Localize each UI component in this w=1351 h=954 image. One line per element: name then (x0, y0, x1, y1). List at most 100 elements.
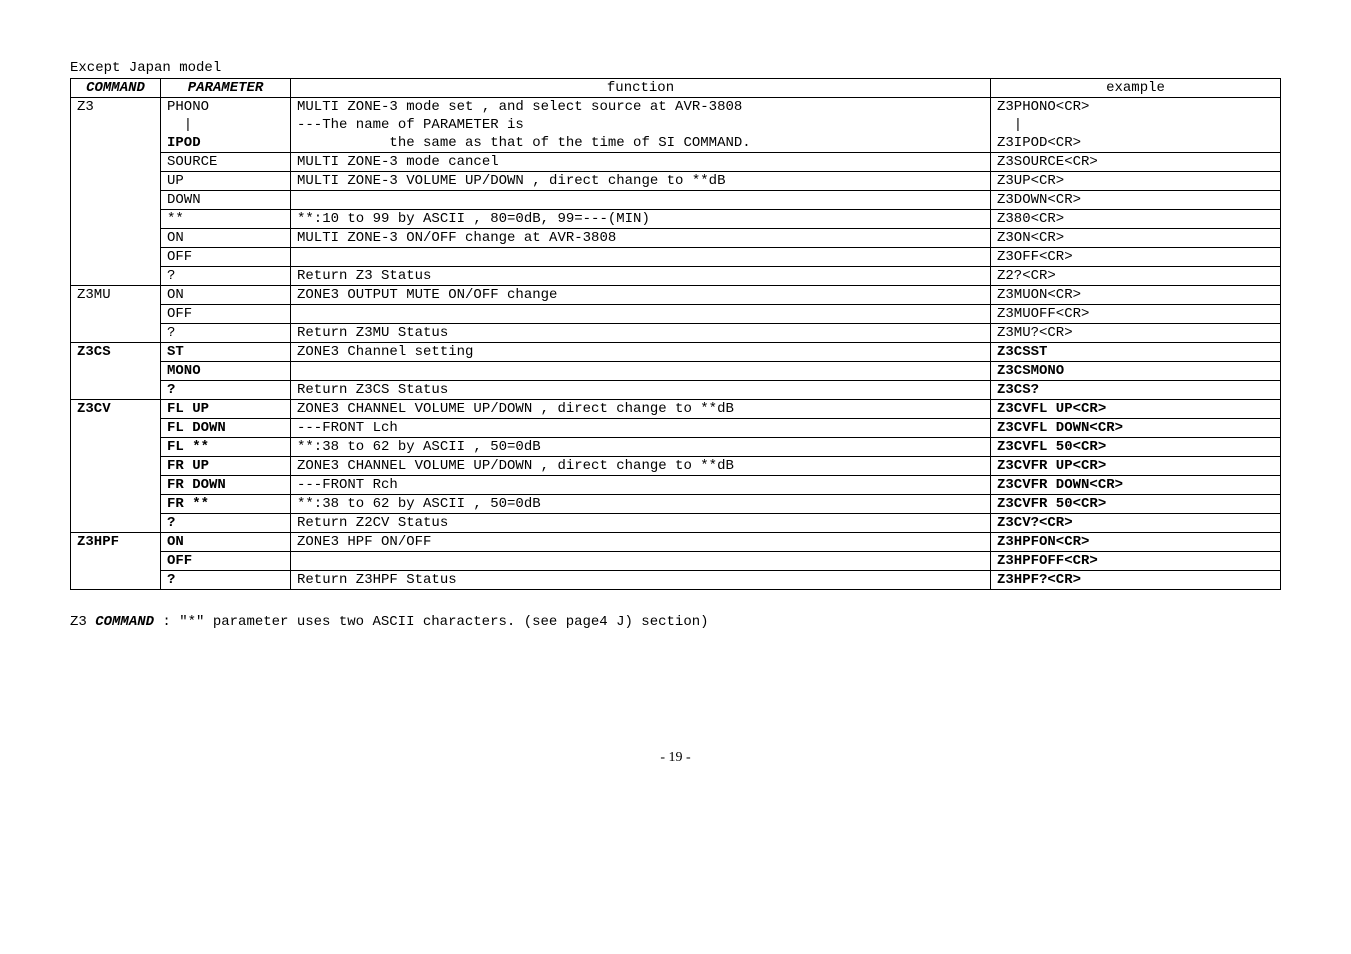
note-rest: : "*" parameter uses two ASCII character… (154, 614, 709, 630)
table-row: FL ****:38 to 62 by ASCII , 50=0dBZ3CVFL… (71, 438, 1281, 457)
cell-example: Z3CVFR 50<CR> (991, 495, 1281, 514)
cell-example: Z3SOURCE<CR> (991, 153, 1281, 172)
cell-parameter: IPOD (161, 134, 291, 153)
col-example: example (991, 79, 1281, 98)
cell-example: Z3DOWN<CR> (991, 191, 1281, 210)
table-row: OFF Z3OFF<CR> (71, 248, 1281, 267)
footnote: Z3 COMMAND : "*" parameter uses two ASCI… (70, 614, 1281, 630)
col-command: COMMAND (71, 79, 161, 98)
cell-example: Z3MUON<CR> (991, 286, 1281, 305)
cell-command: Z3CV (71, 400, 161, 533)
cell-function: MULTI ZONE-3 mode cancel (291, 153, 991, 172)
table-row: ?Return Z2CV StatusZ3CV?<CR> (71, 514, 1281, 533)
cell-command: Z3HPF (71, 533, 161, 590)
table-row: ONMULTI ZONE-3 ON/OFF change at AVR-3808… (71, 229, 1281, 248)
cell-parameter: FL DOWN (161, 419, 291, 438)
table-row: FR DOWN---FRONT RchZ3CVFR DOWN<CR> (71, 476, 1281, 495)
cell-function: the same as that of the time of SI COMMA… (291, 134, 991, 153)
cell-function: MULTI ZONE-3 VOLUME UP/DOWN , direct cha… (291, 172, 991, 191)
cell-example: Z3PHONO<CR> (991, 98, 1281, 117)
cell-function: MULTI ZONE-3 ON/OFF change at AVR-3808 (291, 229, 991, 248)
cell-example: Z3CVFL 50<CR> (991, 438, 1281, 457)
table-header-text: Except Japan model (70, 60, 1281, 76)
table-row: ****:10 to 99 by ASCII , 80=0dB, 99=---(… (71, 210, 1281, 229)
cell-function: ZONE3 Channel setting (291, 343, 991, 362)
cell-example: Z3HPFON<CR> (991, 533, 1281, 552)
cell-parameter: FL UP (161, 400, 291, 419)
cell-command: Z3MU (71, 286, 161, 343)
cell-function (291, 362, 991, 381)
table-row: ?Return Z3 StatusZ2?<CR> (71, 267, 1281, 286)
cell-parameter: PHONO (161, 98, 291, 117)
cell-parameter: OFF (161, 305, 291, 324)
cell-parameter: FL ** (161, 438, 291, 457)
cell-parameter: MONO (161, 362, 291, 381)
table-row: Z3MUONZONE3 OUTPUT MUTE ON/OFF changeZ3M… (71, 286, 1281, 305)
cell-parameter: ** (161, 210, 291, 229)
cell-function: ZONE3 CHANNEL VOLUME UP/DOWN , direct ch… (291, 400, 991, 419)
cell-function: Return Z3HPF Status (291, 571, 991, 590)
table-row: ?Return Z3HPF StatusZ3HPF?<CR> (71, 571, 1281, 590)
cell-example: Z3HPF?<CR> (991, 571, 1281, 590)
cell-function: ---FRONT Rch (291, 476, 991, 495)
cell-function: Return Z3MU Status (291, 324, 991, 343)
cell-example: Z2?<CR> (991, 267, 1281, 286)
cell-function (291, 305, 991, 324)
cell-function: **:10 to 99 by ASCII , 80=0dB, 99=---(MI… (291, 210, 991, 229)
cell-parameter: FR DOWN (161, 476, 291, 495)
cell-example: Z3OFF<CR> (991, 248, 1281, 267)
col-parameter: PARAMETER (161, 79, 291, 98)
cell-parameter: SOURCE (161, 153, 291, 172)
command-table: COMMAND PARAMETER function example Z3PHO… (70, 78, 1281, 590)
table-row: SOURCEMULTI ZONE-3 mode cancelZ3SOURCE<C… (71, 153, 1281, 172)
cell-example: Z3CSST (991, 343, 1281, 362)
cell-example: Z3UP<CR> (991, 172, 1281, 191)
table-row: Z3CVFL UPZONE3 CHANNEL VOLUME UP/DOWN , … (71, 400, 1281, 419)
table-row: ?Return Z3MU StatusZ3MU?<CR> (71, 324, 1281, 343)
table-row: Z3CSSTZONE3 Channel settingZ3CSST (71, 343, 1281, 362)
table-row: ?Return Z3CS StatusZ3CS? (71, 381, 1281, 400)
cell-function: Return Z2CV Status (291, 514, 991, 533)
cell-parameter: UP (161, 172, 291, 191)
cell-parameter: FR UP (161, 457, 291, 476)
table-row: OFFZ3MUOFF<CR> (71, 305, 1281, 324)
table-row: Z3HPFONZONE3 HPF ON/OFFZ3HPFON<CR> (71, 533, 1281, 552)
cell-parameter: ST (161, 343, 291, 362)
cell-parameter: ? (161, 267, 291, 286)
cell-function (291, 248, 991, 267)
table-row: OFFZ3HPFOFF<CR> (71, 552, 1281, 571)
table-row: IPOD the same as that of the time of SI … (71, 134, 1281, 153)
cell-function (291, 552, 991, 571)
col-function: function (291, 79, 991, 98)
cell-example: Z3CV?<CR> (991, 514, 1281, 533)
cell-parameter: OFF (161, 552, 291, 571)
table-row: Z3PHONOMULTI ZONE-3 mode set , and selec… (71, 98, 1281, 117)
cell-parameter: FR ** (161, 495, 291, 514)
cell-parameter: ON (161, 533, 291, 552)
note-prefix: Z3 (70, 614, 95, 630)
cell-command: Z3CS (71, 343, 161, 400)
table-header-row: COMMAND PARAMETER function example (71, 79, 1281, 98)
cell-example: Z3CVFL UP<CR> (991, 400, 1281, 419)
cell-example: Z3MU?<CR> (991, 324, 1281, 343)
cell-parameter: OFF (161, 248, 291, 267)
cell-parameter: ? (161, 324, 291, 343)
cell-example: | (991, 116, 1281, 134)
cell-function: **:38 to 62 by ASCII , 50=0dB (291, 438, 991, 457)
cell-function: ZONE3 CHANNEL VOLUME UP/DOWN , direct ch… (291, 457, 991, 476)
table-row: UPMULTI ZONE-3 VOLUME UP/DOWN , direct c… (71, 172, 1281, 191)
cell-example: Z3CVFR DOWN<CR> (991, 476, 1281, 495)
cell-parameter: ON (161, 229, 291, 248)
table-row: FR UPZONE3 CHANNEL VOLUME UP/DOWN , dire… (71, 457, 1281, 476)
cell-function: ---FRONT Lch (291, 419, 991, 438)
cell-parameter: ? (161, 571, 291, 590)
cell-command: Z3 (71, 98, 161, 286)
cell-function: ZONE3 HPF ON/OFF (291, 533, 991, 552)
cell-example: Z3CVFR UP<CR> (991, 457, 1281, 476)
cell-example: Z3CVFL DOWN<CR> (991, 419, 1281, 438)
cell-example: Z380<CR> (991, 210, 1281, 229)
note-command: COMMAND (95, 614, 154, 630)
cell-function: ZONE3 OUTPUT MUTE ON/OFF change (291, 286, 991, 305)
cell-example: Z3ON<CR> (991, 229, 1281, 248)
cell-function: ---The name of PARAMETER is (291, 116, 991, 134)
